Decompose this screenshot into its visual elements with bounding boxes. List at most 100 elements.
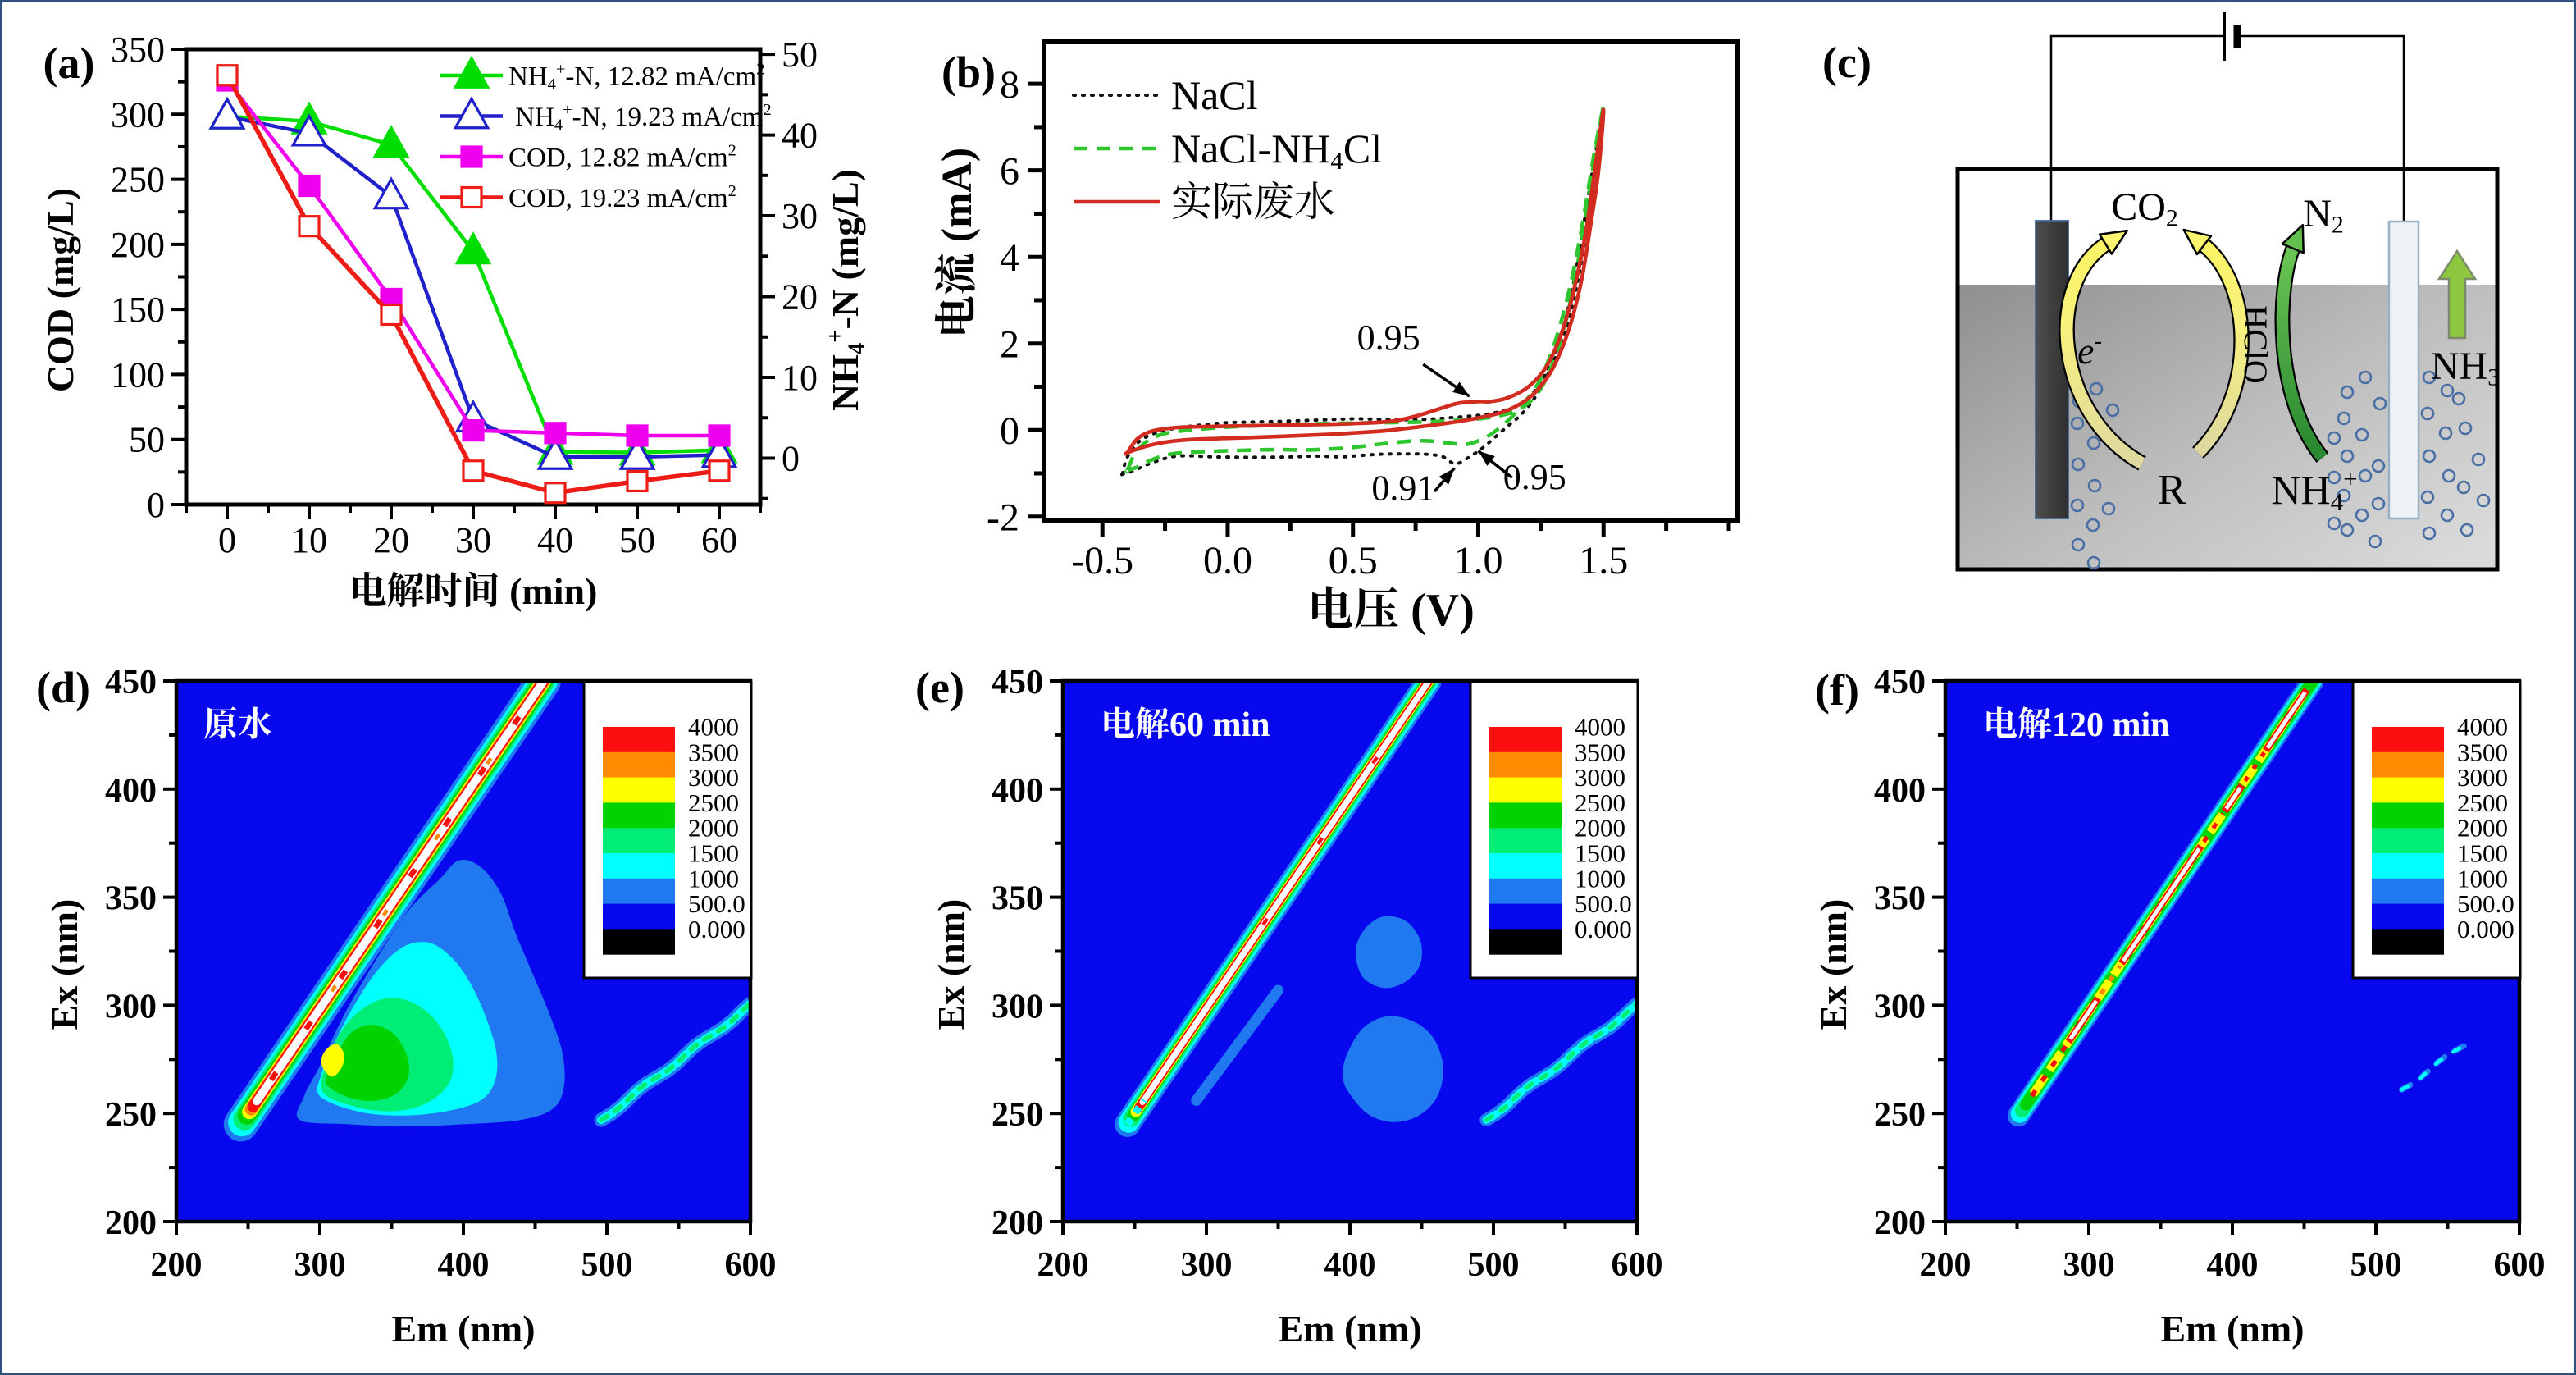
svg-text:300: 300: [1181, 1246, 1233, 1284]
colorbar-label-6: 1500: [2457, 839, 2508, 868]
panel-e-xtick: 200: [1037, 1246, 1089, 1284]
svg-text:600: 600: [2494, 1246, 2546, 1284]
svg-text:350: 350: [105, 880, 157, 918]
panel-d-ytick: 200: [105, 1204, 157, 1242]
svg-text:NH: NH: [2271, 467, 2330, 513]
svg-text:4: 4: [554, 116, 563, 134]
panel-d-xtick: 300: [294, 1246, 346, 1284]
colorbar-swatch-9: [2372, 929, 2444, 955]
panel-d-ytick: 250: [105, 1096, 157, 1134]
panel-b-axes: -0.5 0.0 0.5 1.0 1.5 -2 0 2 4 6 8: [987, 39, 1740, 582]
colorbar-label-4: 2500: [1575, 788, 1625, 817]
panel-a-legend-item-1: NH 4+ -N, 12.82 mA/cm 2: [440, 55, 764, 94]
svg-text:120 min: 120 min: [2052, 706, 2170, 744]
svg-text:4: 4: [548, 75, 556, 94]
svg-text:3000: 3000: [2457, 763, 2508, 792]
svg-text:0.000: 0.000: [1575, 915, 1632, 943]
colorbar-swatch-2: [2372, 751, 2444, 779]
panel-b-ylabel: (mA): [934, 148, 981, 334]
panel-e-ytick: 200: [992, 1204, 1043, 1242]
panel-e-ytick: 300: [992, 988, 1043, 1026]
panel-a-legend-label-2: NH 4+ -N, 19.23 mA/cm 2: [515, 101, 771, 134]
panel-b-legend-item-2: NaCl-NH 4 Cl: [1074, 126, 1382, 175]
svg-text:COD, 12.82 mA/cm: COD, 12.82 mA/cm: [508, 144, 728, 173]
svg-text:4000: 4000: [688, 713, 739, 742]
panel-a-xtick: 40: [537, 520, 573, 560]
svg-text:COD (mg/L): COD (mg/L): [39, 188, 81, 392]
eem-second-order-line: [1479, 997, 1637, 1127]
panel-b-ytick: 6: [1000, 150, 1019, 194]
svg-text:3500: 3500: [2457, 738, 2508, 766]
panel-d-xtick: 500: [581, 1246, 633, 1284]
svg-text:500: 500: [1468, 1246, 1520, 1284]
colorbar-swatch-4: [1489, 802, 1562, 829]
colorbar-label-7: 1000: [1575, 864, 1625, 893]
colorbar-swatch-7: [2372, 878, 2444, 905]
panel-f-ytick: 350: [1874, 880, 1926, 918]
svg-text:NH: NH: [515, 103, 554, 132]
panel-a-letter: (a): [43, 39, 95, 88]
colorbar-label-1: 4000: [688, 713, 739, 742]
panel-e-ytick: 350: [992, 880, 1043, 918]
svg-text:250: 250: [992, 1096, 1043, 1134]
svg-text:Em (nm): Em (nm): [391, 1308, 535, 1350]
svg-text:3500: 3500: [1575, 738, 1625, 766]
svg-text:2: 2: [756, 60, 764, 78]
eem-second-order-line: [594, 997, 750, 1127]
colorbar-swatch-1: [1489, 727, 1562, 753]
panel-f-xlabel: Em (nm): [2160, 1308, 2304, 1350]
svg-text:+: +: [2343, 464, 2357, 493]
svg-text:0.0: 0.0: [1203, 539, 1252, 582]
svg-text:1000: 1000: [2457, 864, 2508, 893]
svg-text:0.95: 0.95: [1357, 317, 1420, 358]
panel-e-title: 60 min: [1104, 706, 1270, 744]
panel-d-title: [204, 706, 271, 739]
svg-text:3500: 3500: [688, 738, 739, 766]
svg-text:NH: NH: [2431, 345, 2487, 388]
svg-text:450: 450: [992, 664, 1043, 701]
svg-text:HClO: HClO: [2237, 305, 2274, 384]
panel-f-ylabel: Ex (nm): [1812, 899, 1854, 1030]
svg-text:0.000: 0.000: [2457, 915, 2514, 943]
svg-text:500: 500: [581, 1246, 633, 1284]
panel-a-legend-label-4: COD, 19.23 mA/cm 2: [508, 182, 736, 213]
panel-b-letter: (b): [941, 48, 996, 97]
colorbar-swatch-7: [1489, 878, 1562, 905]
panel-d-ytick: 300: [105, 988, 157, 1026]
svg-text:Cl: Cl: [1343, 126, 1382, 171]
panel-f-letter: (f): [1815, 665, 1859, 715]
panel-d-axes: 200 300 400 500 600 200 250 300 350 400 450: [105, 664, 777, 1284]
colorbar-label-8: 500.0: [1575, 889, 1632, 918]
colorbar-label-5: 2000: [688, 814, 739, 843]
tank-wall: [1955, 167, 2500, 572]
svg-text:+: +: [563, 101, 572, 119]
eem-blob-4: [325, 1025, 410, 1101]
colorbar-swatch-8: [1489, 903, 1562, 930]
colorbar-label-7: 1000: [688, 864, 739, 893]
eem-rayleigh-band: [223, 681, 561, 1142]
svg-text:4: 4: [1330, 146, 1343, 175]
svg-text:NaCl: NaCl: [1171, 72, 1258, 118]
cathode-electrode: [2387, 220, 2420, 520]
svg-text:(min): (min): [509, 570, 597, 612]
panel-e-ytick: 450: [992, 664, 1043, 701]
colorbar-label-4: 2500: [688, 788, 739, 817]
svg-text:500.0: 500.0: [2457, 889, 2514, 918]
panel-e-axes: 200 300 400 500 600 200 250 300 350 400 450: [992, 664, 1663, 1284]
svg-text:0.91: 0.91: [1371, 468, 1434, 509]
svg-text:Em (nm): Em (nm): [1278, 1308, 1421, 1350]
panel-a-ytick-left: 0: [147, 485, 165, 525]
battery-circuit: [2049, 12, 2405, 222]
svg-text:300: 300: [992, 988, 1043, 1026]
panel-a-xlabel: (min): [353, 570, 597, 612]
panel-a-ylabel-left: COD (mg/L): [39, 188, 81, 392]
panel-a-legend-item-2: NH 4+ -N, 19.23 mA/cm 2: [440, 96, 772, 134]
co2-arrow-left: [2059, 229, 2146, 471]
colorbar-label-9: 0.000: [688, 915, 745, 943]
svg-text:4: 4: [2331, 487, 2344, 516]
svg-text:CO: CO: [2111, 185, 2166, 229]
panel-a-ytick-left: 100: [111, 354, 165, 395]
